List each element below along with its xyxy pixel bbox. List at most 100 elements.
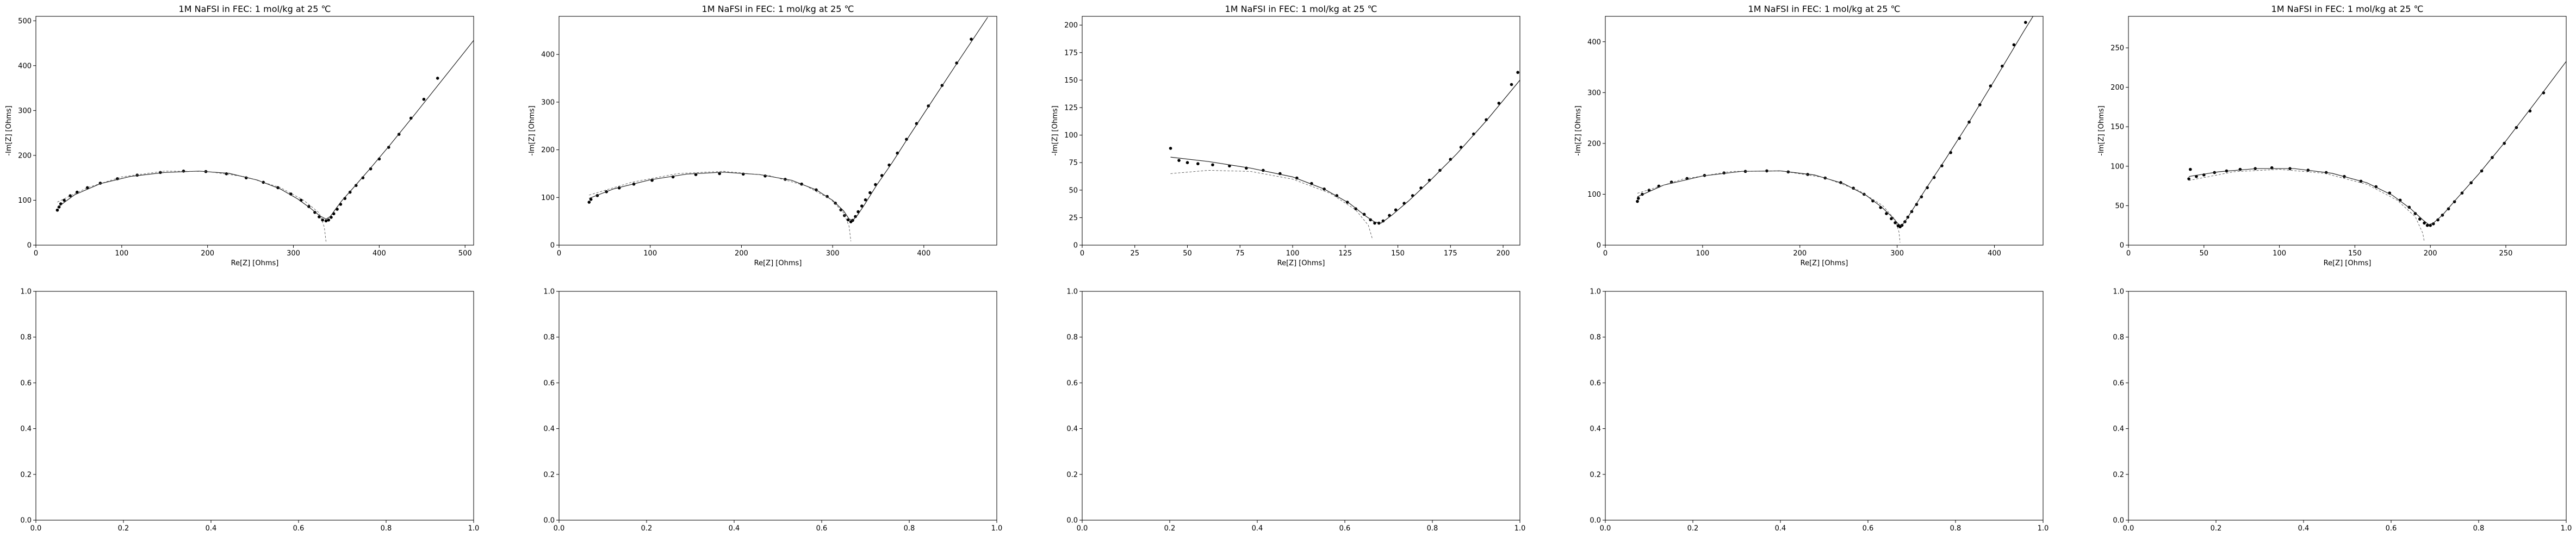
x-tick-label: 75 bbox=[1236, 249, 1245, 258]
x-tick-label: 0.6 bbox=[1863, 524, 1874, 533]
x-tick-label: 150 bbox=[2348, 249, 2362, 258]
plot-frame bbox=[1605, 291, 2044, 521]
y-tick-label: 200 bbox=[2111, 84, 2124, 92]
x-tick-label: 400 bbox=[1988, 249, 2001, 258]
y-tick-label: 0.8 bbox=[20, 334, 32, 342]
x-tick-label: 0.6 bbox=[2386, 524, 2397, 533]
data-point bbox=[1510, 83, 1513, 86]
dashed-curve bbox=[1170, 170, 1373, 240]
plot-frame bbox=[35, 291, 474, 521]
x-tick-label: 0.4 bbox=[1775, 524, 1786, 533]
y-tick-label: 1.0 bbox=[20, 288, 32, 296]
subplot-title: 1M NaFSI in FEC: 1 mol/kg at 25 ℃ bbox=[2271, 4, 2424, 14]
dashed-curve bbox=[1637, 170, 1901, 243]
data-point bbox=[85, 186, 89, 190]
x-tick-label: 1.0 bbox=[468, 524, 480, 533]
subplot-9: 0.0 0.2 0.4 0.6 0.8 1.0 0.0 0.2 0.4 0.6 0.8 1.0 bbox=[1590, 288, 2049, 533]
y-tick-label: 0.0 bbox=[1590, 517, 1601, 525]
y-tick-label: 1.0 bbox=[1066, 288, 1078, 296]
dashed-curve bbox=[589, 171, 852, 242]
y-tick-label: 100 bbox=[1064, 132, 1078, 140]
data-point bbox=[1472, 132, 1475, 136]
x-tick-label: 200 bbox=[2424, 249, 2437, 258]
subplot-title: 1M NaFSI in FEC: 1 mol/kg at 25 ℃ bbox=[1748, 4, 1901, 14]
x-tick-label: 0.0 bbox=[554, 524, 565, 533]
data-point bbox=[2425, 223, 2429, 227]
data-point bbox=[2436, 218, 2440, 222]
x-tick-label: 0 bbox=[1603, 249, 1607, 258]
plot-frame bbox=[1082, 291, 1520, 521]
x-tick-label: 0.2 bbox=[118, 524, 129, 533]
data-point bbox=[63, 198, 66, 202]
y-tick-label: 0.8 bbox=[1590, 334, 1601, 342]
fit-curve bbox=[1637, 16, 2034, 227]
y-tick-label: 400 bbox=[18, 62, 32, 70]
y-tick-label: 50 bbox=[1069, 186, 1078, 195]
y-tick-label: 0.0 bbox=[1066, 517, 1078, 525]
y-tick-label: 300 bbox=[1587, 89, 1601, 97]
x-axis-label: Re[Z] [Ohms] bbox=[231, 259, 279, 267]
x-tick-label: 1.0 bbox=[2038, 524, 2049, 533]
fit-curve bbox=[589, 17, 988, 221]
data-point bbox=[225, 172, 228, 176]
y-tick-label: 0.4 bbox=[20, 425, 32, 433]
y-tick-label: 0.4 bbox=[2113, 425, 2124, 433]
data-point bbox=[313, 210, 316, 214]
x-tick-label: 0.8 bbox=[1427, 524, 1438, 533]
x-tick-label: 150 bbox=[1391, 249, 1405, 258]
data-point bbox=[1394, 208, 1398, 212]
data-point bbox=[1449, 158, 1453, 161]
plot-data bbox=[587, 17, 988, 242]
data-point bbox=[348, 190, 352, 194]
data-point bbox=[57, 205, 61, 209]
plot-frame bbox=[558, 16, 997, 246]
x-tick-label: 0 bbox=[1080, 249, 1084, 258]
x-tick-label: 250 bbox=[2499, 249, 2513, 258]
x-tick-label: 0.6 bbox=[1339, 524, 1351, 533]
y-tick-label: 0.4 bbox=[543, 425, 555, 433]
subplot-title: 1M NaFSI in FEC: 1 mol/kg at 25 ℃ bbox=[179, 4, 331, 14]
y-tick-label: 300 bbox=[18, 107, 32, 115]
subplot-2: 0 100 200 300 400 0 100 200 300 400 1M NaFSI in FE… bbox=[528, 4, 997, 267]
y-tick-label: 1.0 bbox=[2113, 288, 2124, 296]
y-tick-label: 100 bbox=[1587, 191, 1601, 199]
data-point bbox=[1885, 212, 1888, 215]
subplot-1: 0 100 200 300 400 500 0 100 200 300 400 500 1M NaFSI… bbox=[5, 4, 474, 267]
y-axis-label: -Im[Z] [Ohms] bbox=[2097, 105, 2106, 155]
data-point bbox=[2413, 212, 2417, 215]
x-tick-label: 0.4 bbox=[2298, 524, 2310, 533]
y-tick-label: 0.2 bbox=[20, 471, 32, 479]
y-tick-label: 0.6 bbox=[543, 379, 555, 388]
x-tick-label: 0 bbox=[557, 249, 561, 258]
data-point bbox=[1485, 118, 1488, 122]
subplot-title: 1M NaFSI in FEC: 1 mol/kg at 25 ℃ bbox=[1225, 4, 1377, 14]
subplot-5: 0 50 100 150 200 250 0 50 100 150 200 250 1M NaFSI i… bbox=[2097, 4, 2567, 267]
y-tick-label: 0.4 bbox=[1066, 425, 1078, 433]
x-tick-label: 0.6 bbox=[816, 524, 828, 533]
plot-frame bbox=[558, 291, 997, 521]
x-tick-label: 0.2 bbox=[1687, 524, 1699, 533]
y-tick-label: 25 bbox=[1069, 214, 1078, 222]
data-point bbox=[1497, 102, 1501, 105]
y-tick-label: 0.8 bbox=[2113, 334, 2124, 342]
data-point bbox=[2418, 217, 2422, 221]
y-axis-label: -Im[Z] [Ohms] bbox=[5, 105, 13, 155]
data-point bbox=[1932, 176, 1936, 179]
data-point bbox=[327, 218, 331, 222]
x-tick-label: 100 bbox=[115, 249, 128, 258]
plot-frame bbox=[1605, 16, 2044, 246]
data-point bbox=[1637, 197, 1640, 200]
data-point bbox=[843, 214, 846, 217]
data-point bbox=[587, 201, 591, 204]
data-point bbox=[354, 184, 358, 188]
data-point bbox=[1516, 71, 1519, 74]
data-point bbox=[2187, 177, 2190, 180]
x-tick-label: 25 bbox=[1130, 249, 1139, 258]
y-tick-label: 0.0 bbox=[543, 517, 555, 525]
x-tick-label: 200 bbox=[201, 249, 214, 258]
dashed-curve bbox=[57, 171, 326, 242]
subplot-6: 0.0 0.2 0.4 0.6 0.8 1.0 0.0 0.2 0.4 0.6 0.8 1.0 bbox=[20, 288, 479, 533]
y-tick-label: 200 bbox=[1587, 140, 1601, 148]
x-tick-label: 1.0 bbox=[2561, 524, 2572, 533]
data-point bbox=[1411, 194, 1414, 197]
